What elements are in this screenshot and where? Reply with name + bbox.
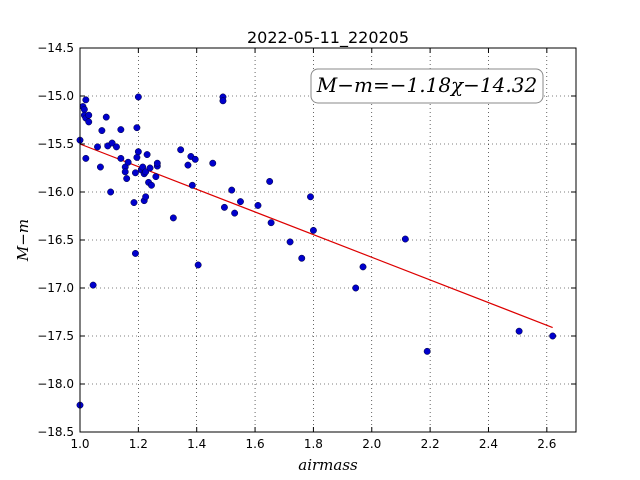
data-point [142, 168, 150, 176]
x-tick-label: 2.4 [479, 437, 498, 451]
data-point [191, 155, 199, 163]
data-point [130, 199, 138, 207]
data-point [231, 209, 239, 217]
data-point [124, 158, 132, 166]
data-point [515, 327, 523, 335]
data-point [307, 193, 314, 201]
equation-box-frame [310, 68, 544, 104]
data-point [209, 159, 217, 167]
data-point [80, 105, 88, 113]
data-point [117, 126, 125, 134]
y-tick-label: −16.5 [37, 233, 74, 247]
data-point [286, 238, 294, 246]
x-tick-label: 1.0 [70, 437, 89, 451]
data-point [85, 118, 93, 126]
data-point [237, 198, 244, 206]
data-point [153, 159, 161, 167]
data-point [188, 181, 196, 189]
chart-title: 2022-05-11_220205 [247, 28, 409, 48]
data-point [266, 177, 274, 185]
data-point [401, 235, 409, 243]
data-point [102, 113, 110, 121]
data-point [148, 181, 155, 189]
data-point [184, 161, 192, 169]
data-point [309, 226, 317, 234]
data-point [89, 281, 97, 289]
x-tick-label: 2.0 [362, 437, 381, 451]
data-point [121, 168, 129, 176]
data-point [133, 153, 141, 161]
data-point [146, 164, 154, 172]
data-point [134, 148, 142, 156]
fit-equation: M−m=−1.18χ−14.32 [316, 73, 537, 97]
data-point [123, 175, 131, 183]
x-tick-label: 1.2 [129, 437, 148, 451]
data-points [76, 93, 557, 409]
y-tick-label: −15.5 [37, 137, 74, 151]
x-tick-label: 1.4 [187, 437, 206, 451]
data-point [107, 188, 115, 196]
data-point [359, 263, 367, 271]
y-tick-label: −16.0 [37, 185, 74, 199]
data-point [131, 169, 139, 177]
data-point [352, 284, 360, 292]
data-point [131, 249, 139, 257]
x-axis-label: airmass [298, 456, 358, 474]
data-point [133, 124, 141, 132]
fit-equation-box: M−m=−1.18χ−14.32 [310, 68, 544, 104]
data-point [134, 93, 142, 101]
data-point [98, 127, 106, 135]
data-point [220, 203, 228, 211]
x-tick-label: 1.6 [246, 437, 265, 451]
data-point [108, 139, 116, 147]
data-point [219, 97, 227, 105]
x-tick-label: 2.2 [421, 437, 440, 451]
data-point [82, 96, 90, 104]
y-tick-label: −18.5 [37, 425, 74, 439]
y-tick-label: −14.5 [37, 41, 74, 55]
data-point [117, 154, 125, 162]
data-point [152, 173, 160, 181]
data-point [254, 201, 262, 209]
y-axis-label: M−m [14, 219, 32, 262]
data-point [82, 154, 90, 162]
x-tick-label: 2.6 [537, 437, 556, 451]
data-point [267, 219, 275, 227]
data-point [169, 214, 177, 222]
x-tick-label: 1.8 [304, 437, 323, 451]
data-point [423, 347, 431, 355]
y-tick-label: −18.0 [37, 377, 74, 391]
data-point [142, 193, 150, 201]
fit-line [79, 143, 553, 329]
data-point [194, 261, 202, 269]
data-point [96, 163, 104, 171]
data-point [143, 151, 151, 159]
y-tick-label: −17.5 [37, 329, 74, 343]
axis-ticks: 1.0 1.2 1.4 1.6 1.8 2.0 2.2 2.4 2.6 −14.5 −15.0 −15… [37, 41, 576, 451]
y-tick-label: −17.0 [37, 281, 74, 295]
data-point [85, 111, 93, 119]
data-point [549, 332, 557, 340]
fit-line-layer [79, 143, 553, 329]
data-point [94, 143, 101, 151]
y-tick-label: −15.0 [37, 89, 74, 103]
data-point [177, 146, 185, 154]
data-point [228, 186, 236, 194]
data-point [298, 254, 306, 262]
data-point [113, 143, 120, 151]
